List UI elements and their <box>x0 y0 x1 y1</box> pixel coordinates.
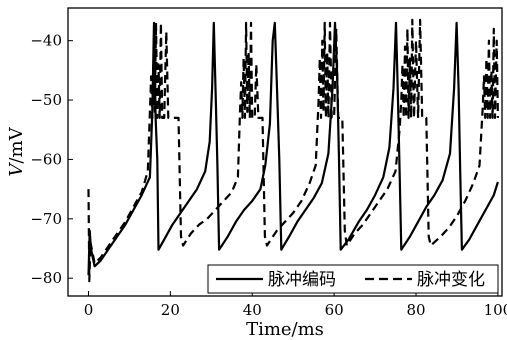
legend-label-series-2: 脉冲变化 <box>417 270 485 290</box>
x-tick-label: 20 <box>161 301 180 319</box>
x-tick-label: 40 <box>243 301 262 319</box>
y-tick-label: −40 <box>30 32 62 50</box>
x-tick-label: 100 <box>484 301 507 319</box>
y-axis-ticks: −80 −70 −60 −50 −40 <box>30 32 73 287</box>
series-layer <box>87 18 499 283</box>
x-axis-ticks: 0 20 40 60 80 100 <box>84 291 507 319</box>
y-tick-label: −60 <box>30 150 62 168</box>
plot-frame <box>67 7 503 297</box>
legend-label-series-1: 脉冲编码 <box>268 270 336 290</box>
legend: 脉冲编码 脉冲变化 <box>207 264 499 294</box>
y-axis-label: V/mV <box>6 126 27 176</box>
x-tick-label: 60 <box>325 301 344 319</box>
x-axis-label: Time/ms <box>246 319 324 340</box>
y-axis-label-unit: /mV <box>6 126 27 163</box>
y-tick-label: −70 <box>30 210 62 228</box>
x-tick-label: 80 <box>406 301 425 319</box>
y-tick-label: −50 <box>30 91 62 109</box>
y-axis-label-symbol: V <box>6 162 27 177</box>
plot-background <box>68 8 502 296</box>
x-tick-label: 0 <box>84 301 94 319</box>
series-line-2 <box>87 18 499 283</box>
y-tick-label: −80 <box>30 269 62 287</box>
